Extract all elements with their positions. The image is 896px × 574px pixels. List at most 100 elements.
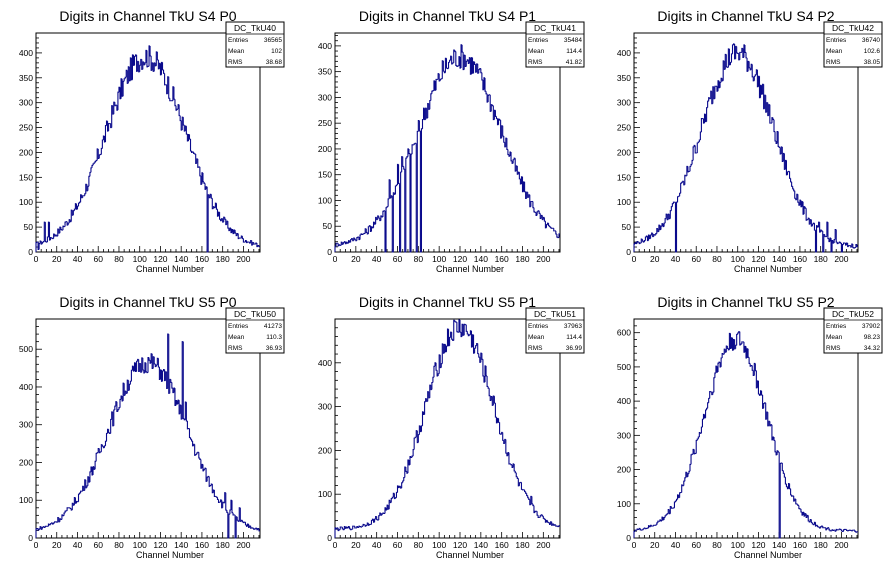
histogram-bin — [755, 370, 758, 389]
histogram-bin — [127, 380, 130, 391]
stats-name: DC_TkU42 — [832, 23, 874, 33]
histogram-bin — [165, 371, 167, 381]
histogram-bin — [813, 521, 816, 525]
histogram-bin — [528, 497, 530, 501]
y-tick-label: 50 — [323, 221, 333, 231]
histogram-bin — [769, 421, 771, 427]
histogram-bin — [56, 235, 58, 237]
histogram-bin — [475, 345, 477, 349]
histogram-bin — [363, 232, 366, 234]
x-tick-label: 40 — [372, 254, 382, 264]
histogram-bin — [762, 394, 764, 409]
histogram-bin — [405, 157, 407, 252]
histogram-bin — [662, 223, 665, 228]
histogram-bin — [365, 228, 368, 233]
histogram-bin — [209, 484, 212, 487]
histogram-bin — [679, 192, 681, 197]
histogram-bin — [343, 241, 346, 243]
stats-value: 37963 — [564, 323, 582, 330]
histogram-bin — [679, 492, 681, 498]
histogram-bin — [781, 146, 784, 162]
stats-value: 36565 — [264, 37, 282, 44]
histogram-bin — [374, 518, 376, 523]
histogram-bin — [37, 528, 40, 531]
histogram-bin — [111, 411, 113, 420]
stats-value: 38.05 — [864, 59, 881, 66]
histogram-bin — [829, 529, 832, 532]
histogram-bin — [362, 233, 365, 235]
histogram-series — [334, 44, 560, 253]
histogram-bin — [451, 332, 453, 340]
histogram-bin — [482, 359, 484, 377]
histogram-bin — [668, 509, 671, 515]
histogram-bin — [455, 51, 457, 67]
x-tick-label: 40 — [671, 254, 681, 264]
histogram-bin — [155, 364, 158, 367]
histogram-series — [35, 333, 260, 539]
histogram-bin — [345, 241, 348, 244]
histogram-bin — [92, 163, 95, 166]
histogram-bin — [805, 208, 808, 221]
histogram-bin — [815, 225, 818, 252]
histogram-bin — [459, 319, 462, 333]
histogram-bin — [456, 322, 458, 333]
histogram-bin — [520, 176, 523, 184]
histogram-bin — [91, 164, 94, 168]
histogram-bin — [377, 215, 379, 220]
stats-label: Mean — [528, 334, 545, 341]
histogram-bin — [556, 233, 558, 238]
histogram-bin — [191, 150, 193, 154]
histogram-bin — [72, 210, 75, 216]
histogram-bin — [717, 362, 720, 373]
histogram-bin — [222, 501, 224, 508]
x-tick-label: 100 — [731, 254, 745, 264]
histogram-bin — [101, 139, 104, 149]
histogram-bin — [413, 143, 416, 145]
x-tick-label: 160 — [793, 540, 807, 550]
histogram-bin — [437, 73, 440, 80]
histogram-bin — [172, 86, 174, 101]
histogram-panel: Digits in Channel TkU S4 P2 0 20 40 60 80 100 1… — [617, 8, 883, 274]
y-tick-label: 150 — [318, 170, 332, 180]
histogram-bin — [795, 498, 797, 505]
histogram-bin — [481, 353, 483, 360]
histogram-bin — [541, 514, 544, 517]
histogram-bin — [136, 360, 138, 372]
y-tick-label: 100 — [19, 495, 33, 505]
histogram-bin — [670, 206, 673, 211]
histogram-bin — [822, 526, 824, 529]
histogram-bin — [159, 63, 162, 76]
histogram-bin — [515, 472, 518, 478]
histogram-bin — [817, 225, 819, 228]
x-tick-label: 80 — [712, 254, 722, 264]
histogram-bin — [411, 455, 414, 458]
histogram-bin — [827, 222, 829, 240]
histogram-bin — [62, 225, 64, 231]
histogram-bin — [832, 240, 835, 244]
histogram-bin — [357, 236, 359, 238]
histogram-bin — [527, 192, 529, 198]
histogram-bin — [540, 214, 543, 219]
histogram-bin — [42, 240, 45, 243]
y-tick-label: 100 — [617, 499, 631, 509]
histogram-bin — [495, 116, 498, 120]
histogram-bin — [738, 53, 740, 61]
histogram-bin — [49, 523, 52, 525]
histogram-bin — [242, 238, 245, 243]
x-tick-label: 200 — [834, 254, 848, 264]
histogram-bin — [551, 227, 553, 229]
histogram-bin — [121, 78, 124, 97]
y-tick-label: 400 — [318, 41, 332, 51]
histogram-bin — [772, 117, 774, 121]
histogram-bin — [748, 61, 751, 69]
histogram-bin — [750, 63, 753, 70]
histogram-bin — [528, 194, 530, 198]
histogram-bin — [482, 79, 484, 91]
histogram-bin — [546, 520, 549, 523]
histogram-bin — [680, 182, 682, 194]
histogram-bin — [514, 158, 517, 172]
stats-label: Mean — [228, 334, 245, 341]
histogram-bin — [149, 360, 152, 364]
histogram-bin — [73, 208, 76, 211]
histogram-bin — [683, 181, 685, 186]
